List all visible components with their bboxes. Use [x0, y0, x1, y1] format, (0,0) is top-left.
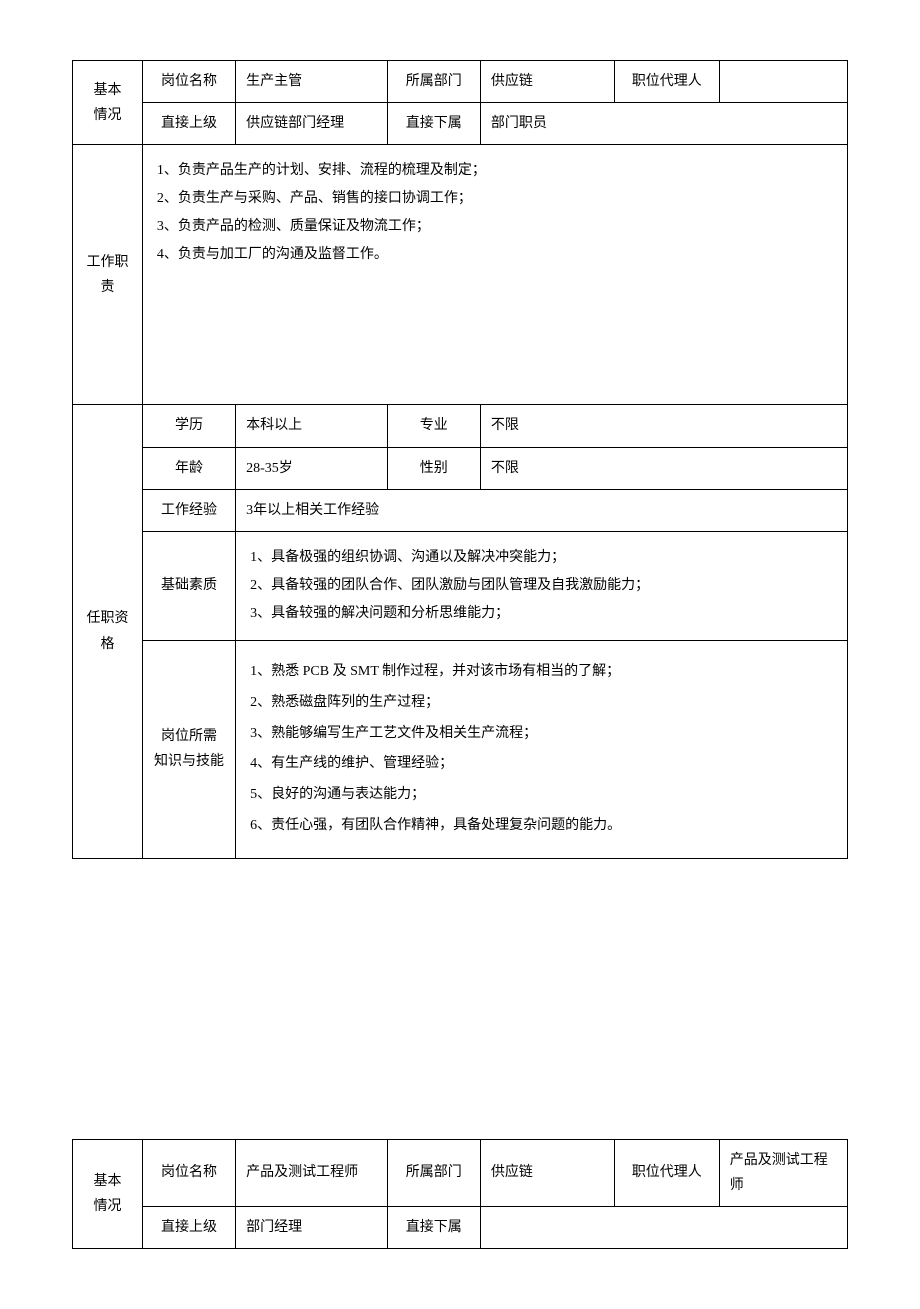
section-basic-info: 基本 情况: [73, 61, 143, 145]
job-description-table-1: 基本 情况 岗位名称 生产主管 所属部门 供应链 职位代理人 直接上级 供应链部…: [72, 60, 848, 859]
dept-value-2: 供应链: [480, 1139, 614, 1206]
subordinate-label-2: 直接下属: [387, 1207, 480, 1249]
major-label: 专业: [387, 405, 480, 447]
dept-label-2: 所属部门: [387, 1139, 480, 1206]
gender-label: 性别: [387, 447, 480, 489]
gender-value: 不限: [480, 447, 847, 489]
deputy-label: 职位代理人: [614, 61, 719, 103]
exp-label: 工作经验: [142, 489, 235, 531]
supervisor-value-2: 部门经理: [236, 1207, 388, 1249]
edu-value: 本科以上: [236, 405, 388, 447]
job-description-table-2: 基本 情况 岗位名称 产品及测试工程师 所属部门 供应链 职位代理人 产品及测试…: [72, 1139, 848, 1250]
supervisor-label-2: 直接上级: [142, 1207, 235, 1249]
position-label: 岗位名称: [142, 61, 235, 103]
edu-label: 学历: [142, 405, 235, 447]
section-duties: 工作职责: [73, 145, 143, 405]
supervisor-label: 直接上级: [142, 103, 235, 145]
skills-content: 1、熟悉 PCB 及 SMT 制作过程，并对该市场有相当的了解； 2、熟悉磁盘阵…: [236, 640, 848, 858]
subordinate-value-2: [480, 1207, 847, 1249]
age-value: 28-35岁: [236, 447, 388, 489]
dept-label: 所属部门: [387, 61, 480, 103]
duties-content: 1、负责产品生产的计划、安排、流程的梳理及制定； 2、负责生产与采购、产品、销售…: [142, 145, 847, 405]
age-label: 年龄: [142, 447, 235, 489]
dept-value: 供应链: [480, 61, 614, 103]
deputy-value: [719, 61, 847, 103]
quality-content: 1、具备极强的组织协调、沟通以及解决冲突能力； 2、具备较强的团队合作、团队激励…: [236, 531, 848, 640]
section-basic-info-2: 基本 情况: [73, 1139, 143, 1249]
subordinate-value: 部门职员: [480, 103, 847, 145]
deputy-value-2: 产品及测试工程师: [719, 1139, 847, 1206]
supervisor-value: 供应链部门经理: [236, 103, 388, 145]
quality-label: 基础素质: [142, 531, 235, 640]
position-value: 生产主管: [236, 61, 388, 103]
deputy-label-2: 职位代理人: [614, 1139, 719, 1206]
section-qualifications: 任职资格: [73, 405, 143, 858]
skills-label: 岗位所需 知识与技能: [142, 640, 235, 858]
position-value-2: 产品及测试工程师: [236, 1139, 388, 1206]
position-label-2: 岗位名称: [142, 1139, 235, 1206]
major-value: 不限: [480, 405, 847, 447]
exp-value: 3年以上相关工作经验: [236, 489, 848, 531]
subordinate-label: 直接下属: [387, 103, 480, 145]
